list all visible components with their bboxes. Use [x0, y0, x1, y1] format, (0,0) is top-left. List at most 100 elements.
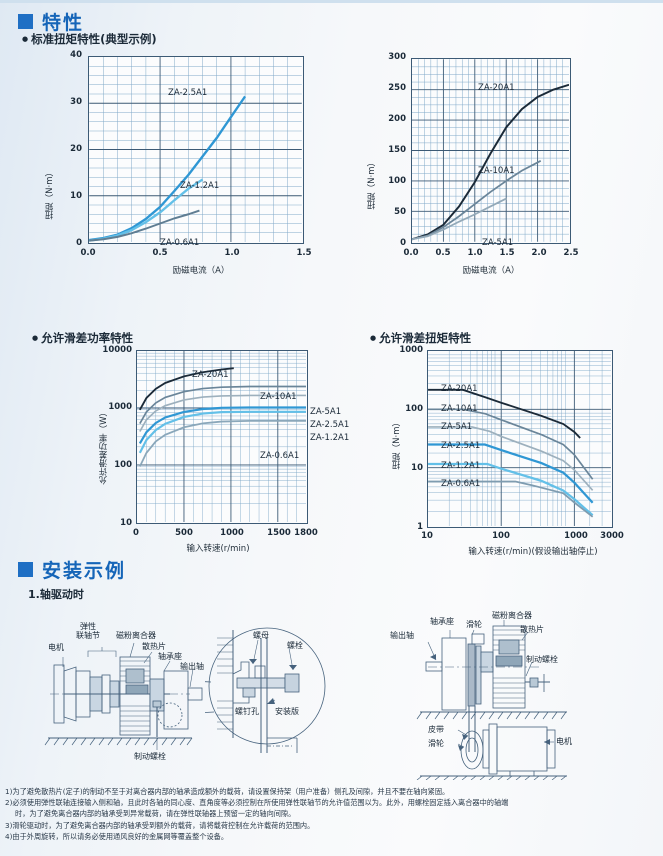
- diagram-mount-detail-svg: [205, 627, 326, 753]
- chart-standard-torque: 扭矩（N·m） 0 10 20 30 40: [20, 48, 340, 313]
- chart1-series-label-0: ZA-2.5A1: [168, 88, 208, 98]
- diagram-shaft-drive-svg: [44, 642, 203, 750]
- diagram2-label-pulley-top: 滑轮: [466, 620, 482, 629]
- chart4-y-title: 扭矩（N·m）: [392, 418, 402, 470]
- chart2-ytick-150: 150: [388, 145, 406, 155]
- chart2-svg: [412, 59, 569, 242]
- detail-label-nut: 螺母: [253, 631, 269, 640]
- diagram1-label-shaft: 输出轴: [180, 662, 204, 671]
- chart2-ytick-300: 300: [388, 52, 406, 62]
- chart4-series-label-1: ZA-10A1: [441, 404, 478, 414]
- diagram1-label-bearing: 轴承座: [158, 652, 182, 661]
- chart1-ytick-40: 40: [70, 50, 82, 60]
- chart3-series-label-4: ZA-1.2A1: [310, 433, 350, 443]
- diagram-mount-detail: 螺母 螺栓 螺钉孔 安装版: [205, 608, 355, 768]
- chart1-xtick-2: 1.0: [224, 248, 240, 258]
- chart-slip-power: 允许滑差功率（W） 10000 1000 100 10: [20, 345, 350, 558]
- diagram2-label-shaft: 输出轴: [390, 631, 414, 640]
- chart1-svg: [89, 57, 302, 242]
- chart3-y-title: 允许滑差功率（W）: [99, 408, 109, 485]
- chart2-plot-area: [411, 58, 571, 244]
- chart3-ytick-10000: 10000: [102, 345, 132, 355]
- chart3-series-label-1: ZA-10A1: [260, 392, 297, 402]
- diagram2-label-clutch: 磁粉离合器: [492, 611, 532, 620]
- chart4-xtick-3000: 3000: [600, 531, 624, 541]
- chart2-ytick-50: 50: [394, 207, 406, 217]
- diagram1-label-motor: 电机: [48, 643, 64, 652]
- detail-label-screw-hole: 螺钉孔: [235, 707, 259, 716]
- diagram1-label-brake-bolt: 制动螺栓: [134, 752, 166, 761]
- chart3-xtick-500: 500: [175, 528, 193, 538]
- diagram2-label-brake-bolt: 制动螺栓: [526, 655, 558, 664]
- chart4-svg: [428, 351, 611, 526]
- chart3-x-title: 输入转速(r/min): [186, 544, 250, 554]
- page-top-rule: [0, 0, 663, 3]
- diagram1-label-coupling: 弹性 联轴节: [76, 622, 100, 640]
- chart2-xtick-4: 2.0: [531, 248, 547, 258]
- chart2-xtick-0: 0.0: [403, 248, 419, 258]
- footnote-2-cont: 时，为了避免离合器内部的轴承受到异常载荷，请在弹性联轴器上预留一定的轴向间隙。: [15, 809, 296, 819]
- diagram-shaft-drive: 电机 弹性 联轴节 磁粉离合器 散热片 轴承座 输出轴 制动螺栓: [30, 605, 250, 775]
- chart4-ytick-1000: 1000: [399, 345, 423, 355]
- chart2-series-label-2: ZA-5A1: [482, 238, 514, 248]
- diagram1-label-fin: 散热片: [142, 642, 166, 651]
- chart-heading-slip-torque: 允许滑差扭矩特性: [370, 330, 471, 346]
- chart3-xtick-0: 0: [133, 528, 139, 538]
- chart2-x-title: 励磁电流（A）: [462, 266, 520, 276]
- section-title-features: 特性: [42, 12, 85, 34]
- chart1-ytick-20: 20: [70, 144, 82, 154]
- chart2-xtick-3: 1.5: [499, 248, 515, 258]
- chart4-xtick-100: 100: [492, 531, 510, 541]
- chart3-xtick-1800: 1800: [294, 528, 318, 538]
- chart4-series-label-3: ZA-2.5A1: [441, 441, 481, 451]
- chart3-series-label-3: ZA-2.5A1: [310, 420, 350, 430]
- chart4-xtick-1000: 1000: [564, 531, 588, 541]
- chart1-series-label-1: ZA-1.2A1: [180, 181, 220, 191]
- chart3-ytick-100: 100: [114, 460, 132, 470]
- chart4-ytick-1: 1: [417, 522, 423, 532]
- chart2-series-label-1: ZA-10A1: [478, 166, 515, 176]
- chart3-ytick-1000: 1000: [108, 402, 132, 412]
- chart2-xtick-1: 0.5: [435, 248, 451, 258]
- chart4-series-label-5: ZA-0.6A1: [441, 479, 481, 489]
- diagram2-label-belt: 皮带: [428, 725, 444, 734]
- chart3-ytick-10: 10: [120, 518, 132, 528]
- chart1-series-label-2: ZA-0.6A1: [160, 238, 200, 248]
- chart3-svg: [137, 351, 306, 522]
- chart2-xtick-2: 1.0: [467, 248, 483, 258]
- chart1-ytick-10: 10: [70, 191, 82, 201]
- chart2-ytick-0: 0: [400, 238, 406, 248]
- section-header-install: 安装示例: [18, 556, 126, 583]
- chart1-xtick-1: 0.5: [152, 248, 168, 258]
- chart4-x-title: 输入转速(r/min)(假设输出轴停止): [468, 547, 598, 557]
- diagram2-label-pulley-bottom: 滑轮: [428, 739, 444, 748]
- chart3-series-label-2: ZA-5A1: [310, 407, 342, 417]
- chart3-xtick-1000: 1000: [220, 528, 244, 538]
- chart-heading-standard-torque: 标准扭矩特性(典型示例): [22, 31, 157, 47]
- chart3-series-label-5: ZA-0.6A1: [260, 451, 300, 461]
- chart4-series-label-0: ZA-20A1: [441, 384, 478, 394]
- chart-standard-torque-large: 扭矩（N·m） 0 50 100 150 200 250 300: [367, 48, 660, 313]
- chart1-ytick-0: 0: [76, 238, 82, 248]
- chart1-ytick-30: 30: [70, 97, 82, 107]
- detail-label-mount-plate: 安装版: [275, 707, 299, 716]
- chart4-ytick-10: 10: [411, 463, 423, 473]
- section-title-install: 安装示例: [42, 560, 127, 582]
- diagram2-label-bearing: 轴承座: [430, 617, 454, 626]
- chart4-series-label-2: ZA-5A1: [441, 422, 473, 432]
- chart2-xtick-5: 2.5: [563, 248, 579, 258]
- chart2-series-label-0: ZA-20A1: [478, 83, 515, 93]
- chart4-series-label-4: ZA-1.2A1: [441, 461, 481, 471]
- diagram2-label-fin: 散热片: [520, 625, 544, 634]
- chart4-xtick-10: 10: [421, 531, 433, 541]
- install-subheading-1: 1.轴驱动时: [28, 588, 84, 601]
- chart2-ytick-100: 100: [388, 176, 406, 186]
- diagram2-label-motor: 电机: [556, 737, 572, 746]
- chart2-ytick-250: 250: [388, 83, 406, 93]
- footnote-3: 3)滑轮驱动时，为了避免离合器内部的轴承受到额外的载荷，请将载荷控制在允许载荷的…: [5, 820, 315, 830]
- footnotes: 1)为了避免散热片(定子)的制动不至于对离合器内部的轴承造成额外的载荷，请设置保…: [5, 786, 660, 842]
- footnote-1: 1)为了避免散热片(定子)的制动不至于对离合器内部的轴承造成额外的载荷，请设置保…: [5, 787, 450, 796]
- section-marker-icon: [18, 14, 33, 29]
- diagram-belt-drive: 输出轴 轴承座 滑轮 磁粉离合器 散热片 制动螺栓 皮带 滑轮 电机: [390, 602, 657, 780]
